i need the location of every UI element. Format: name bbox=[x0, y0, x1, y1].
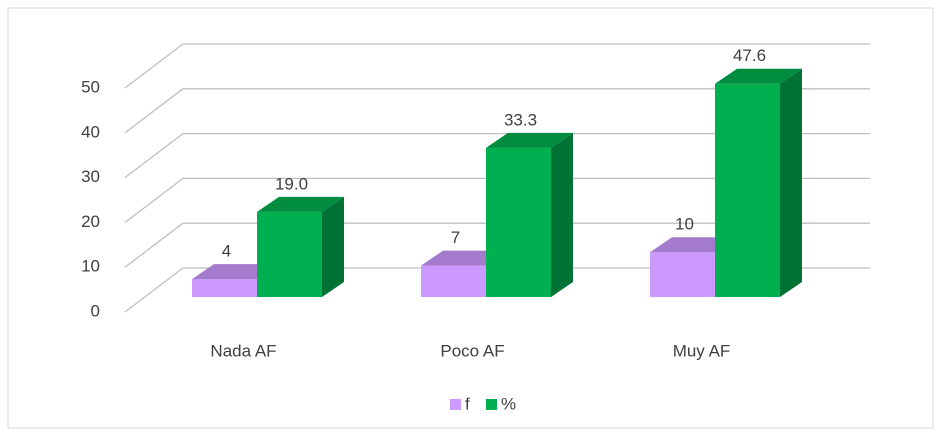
bar-front bbox=[421, 265, 486, 297]
legend-swatch bbox=[486, 399, 497, 410]
grid-line bbox=[124, 88, 184, 134]
y-tick-label: 40 bbox=[81, 122, 100, 141]
data-label: 19.0 bbox=[275, 174, 308, 193]
bar bbox=[715, 68, 802, 297]
data-label: 33.3 bbox=[504, 110, 537, 129]
y-tick-label: 20 bbox=[81, 212, 100, 231]
data-label: 4 bbox=[222, 242, 231, 261]
bar bbox=[257, 196, 344, 297]
bar-top bbox=[486, 132, 573, 148]
legend-swatch bbox=[450, 399, 461, 410]
bar-top bbox=[715, 68, 802, 84]
x-tick-label: Poco AF bbox=[440, 341, 504, 360]
bar-front bbox=[650, 252, 715, 297]
bar-side bbox=[551, 132, 573, 297]
x-tick-label: Muy AF bbox=[673, 341, 731, 360]
bar-top bbox=[257, 196, 344, 212]
grid-line bbox=[124, 267, 184, 313]
data-label: 10 bbox=[675, 215, 694, 234]
bar-side bbox=[780, 68, 802, 297]
y-tick-label: 10 bbox=[81, 257, 100, 276]
bar-front bbox=[715, 83, 780, 297]
legend-label: f bbox=[465, 394, 470, 413]
bar-front bbox=[257, 211, 322, 297]
x-tick-label: Nada AF bbox=[210, 341, 276, 360]
data-label: 47.6 bbox=[733, 46, 766, 65]
bar-side bbox=[322, 196, 344, 297]
grid-line bbox=[124, 43, 184, 89]
y-tick-label: 0 bbox=[91, 301, 100, 320]
y-tick-label: 30 bbox=[81, 167, 100, 186]
bar-front bbox=[486, 147, 551, 297]
legend-label: % bbox=[501, 394, 516, 413]
bar-front bbox=[192, 279, 257, 297]
grid-line bbox=[124, 133, 184, 179]
y-tick-label: 50 bbox=[81, 77, 100, 96]
data-label: 7 bbox=[451, 228, 460, 247]
grid-line bbox=[124, 222, 184, 268]
bar bbox=[486, 132, 573, 297]
grid-line bbox=[124, 177, 184, 223]
